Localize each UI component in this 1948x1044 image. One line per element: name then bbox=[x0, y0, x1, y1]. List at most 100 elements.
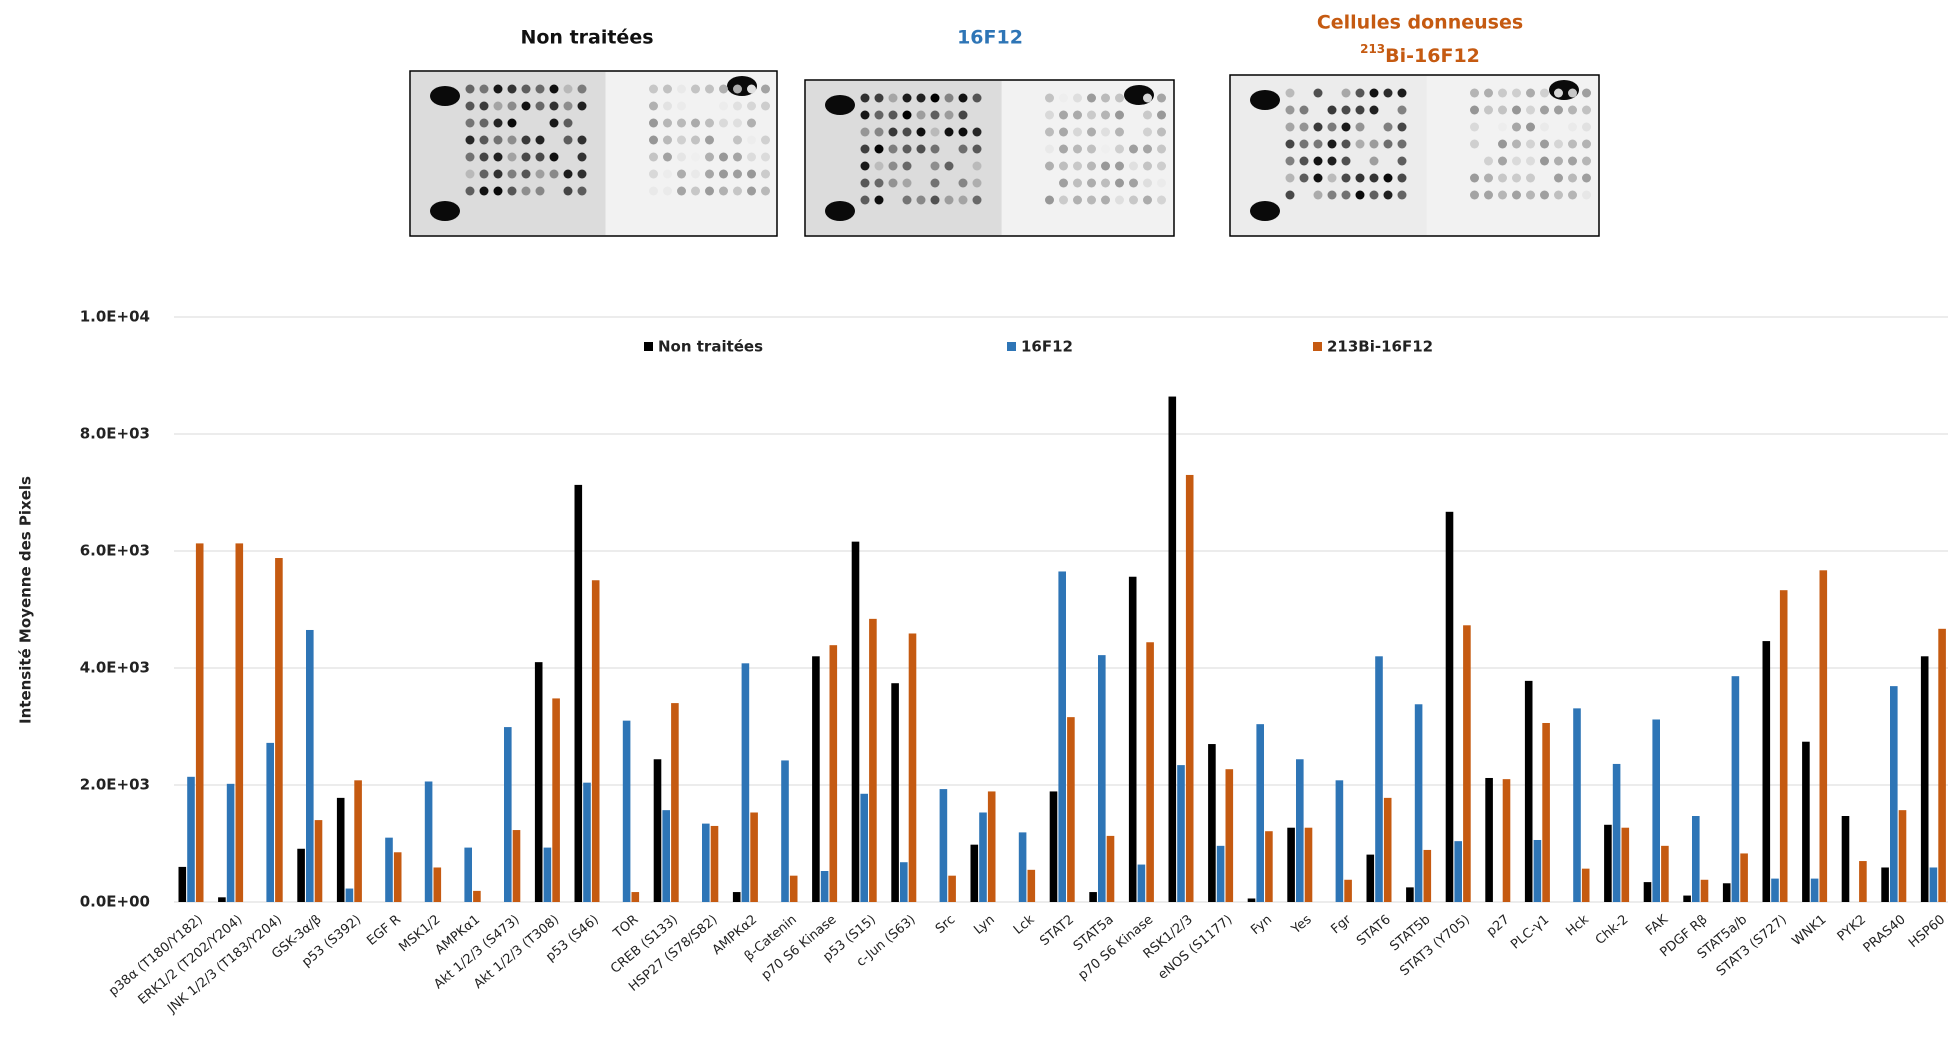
blot-spot bbox=[577, 135, 587, 145]
blot-spot bbox=[1087, 93, 1096, 103]
bar bbox=[275, 558, 283, 902]
blot-spot bbox=[663, 84, 672, 94]
blot-spot bbox=[563, 118, 573, 128]
blot-spot bbox=[958, 144, 968, 154]
y-tick-label: 6.0E+03 bbox=[80, 542, 150, 560]
blot-spot bbox=[677, 152, 686, 162]
blot-spot bbox=[747, 152, 756, 162]
bar bbox=[820, 870, 829, 902]
blot-spot bbox=[1498, 122, 1507, 132]
blot-spot bbox=[1369, 156, 1379, 166]
blot-spot bbox=[747, 169, 756, 179]
blot-spot bbox=[1059, 93, 1068, 103]
blot-spot bbox=[663, 135, 672, 145]
blot-spot bbox=[1143, 195, 1152, 205]
bar bbox=[1216, 845, 1225, 902]
bar bbox=[631, 892, 640, 902]
blot-spot bbox=[733, 169, 742, 179]
bar bbox=[1383, 797, 1392, 902]
blot-spot bbox=[719, 169, 728, 179]
y-tick-label: 0.0E+00 bbox=[80, 893, 150, 911]
blot-spot bbox=[1470, 105, 1479, 115]
blot-spot bbox=[577, 152, 587, 162]
blot-spot bbox=[535, 169, 545, 179]
blot-spot bbox=[493, 152, 503, 162]
blot-spot bbox=[944, 195, 954, 205]
bar bbox=[1581, 868, 1590, 902]
blot-spot bbox=[930, 178, 940, 188]
bar bbox=[891, 683, 899, 902]
bar bbox=[1542, 722, 1550, 902]
y-axis-label: Intensité Moyenne des Pixels bbox=[17, 476, 35, 724]
blot-spot bbox=[719, 118, 728, 128]
bar bbox=[1810, 878, 1819, 902]
blot-spot bbox=[944, 93, 954, 103]
blot-spot bbox=[902, 93, 912, 103]
x-tick-label: PYK2 bbox=[1835, 912, 1869, 944]
blot-spot bbox=[1299, 122, 1309, 132]
blot-spot bbox=[1498, 190, 1507, 200]
blot-spot bbox=[944, 110, 954, 120]
blot-spot bbox=[1073, 144, 1082, 154]
blot-spot bbox=[944, 161, 954, 171]
blot-spot bbox=[535, 152, 545, 162]
bar bbox=[1067, 717, 1075, 902]
legend-swatch bbox=[1313, 342, 1322, 351]
bar bbox=[1304, 827, 1313, 902]
blot-ref-spot bbox=[1250, 201, 1280, 221]
blot-spot bbox=[507, 118, 517, 128]
bar bbox=[543, 847, 552, 902]
blot-spot bbox=[507, 101, 517, 111]
blot-ref-spot bbox=[825, 201, 855, 221]
blot-spot bbox=[563, 101, 573, 111]
blot-spot bbox=[1355, 139, 1365, 149]
bar bbox=[1533, 839, 1542, 902]
blot-spot bbox=[479, 169, 489, 179]
bar bbox=[851, 541, 860, 902]
blot-spot bbox=[719, 186, 728, 196]
bar bbox=[1027, 869, 1036, 902]
bar bbox=[653, 759, 662, 902]
blot-spot bbox=[549, 152, 559, 162]
blot-spot bbox=[916, 93, 926, 103]
blot-spot bbox=[1101, 93, 1110, 103]
blot-spot bbox=[1073, 127, 1082, 137]
blot-spot bbox=[1073, 110, 1082, 120]
blot-spot bbox=[521, 101, 531, 111]
bar bbox=[1454, 841, 1462, 902]
bar bbox=[948, 875, 956, 902]
blot-spot bbox=[563, 135, 573, 145]
bar bbox=[1841, 816, 1850, 902]
blot-spot bbox=[1383, 139, 1393, 149]
blot-spot bbox=[479, 152, 489, 162]
blot-spot bbox=[1512, 190, 1521, 200]
blot-spot bbox=[1073, 195, 1082, 205]
blot-spot bbox=[1554, 173, 1563, 183]
blot-spot bbox=[577, 169, 587, 179]
bar bbox=[1256, 724, 1264, 902]
blot-spot bbox=[1285, 156, 1295, 166]
bar bbox=[574, 484, 583, 902]
blot-spot bbox=[677, 118, 686, 128]
blot-spot bbox=[1540, 139, 1549, 149]
bar bbox=[1819, 570, 1828, 902]
blot-spot bbox=[1512, 156, 1521, 166]
bar bbox=[1168, 396, 1177, 902]
blot-spot bbox=[1341, 190, 1351, 200]
blot-spot bbox=[958, 93, 968, 103]
blot-spot bbox=[1115, 178, 1124, 188]
blot-spot bbox=[1582, 190, 1591, 200]
blot-spot bbox=[902, 144, 912, 154]
bar bbox=[1573, 708, 1581, 902]
y-tick-label: 2.0E+03 bbox=[80, 776, 150, 794]
blot-ref-spot bbox=[430, 201, 460, 221]
blot-spot bbox=[1073, 178, 1082, 188]
blot-spot bbox=[1059, 195, 1068, 205]
blot-spot bbox=[1470, 139, 1479, 149]
blot-spot bbox=[493, 169, 503, 179]
blot-ref-spot bbox=[825, 95, 855, 115]
blot-spot bbox=[1526, 105, 1535, 115]
blot-spot bbox=[888, 144, 898, 154]
blot-spot bbox=[1327, 122, 1337, 132]
legend-label: Non traitées bbox=[658, 338, 763, 356]
